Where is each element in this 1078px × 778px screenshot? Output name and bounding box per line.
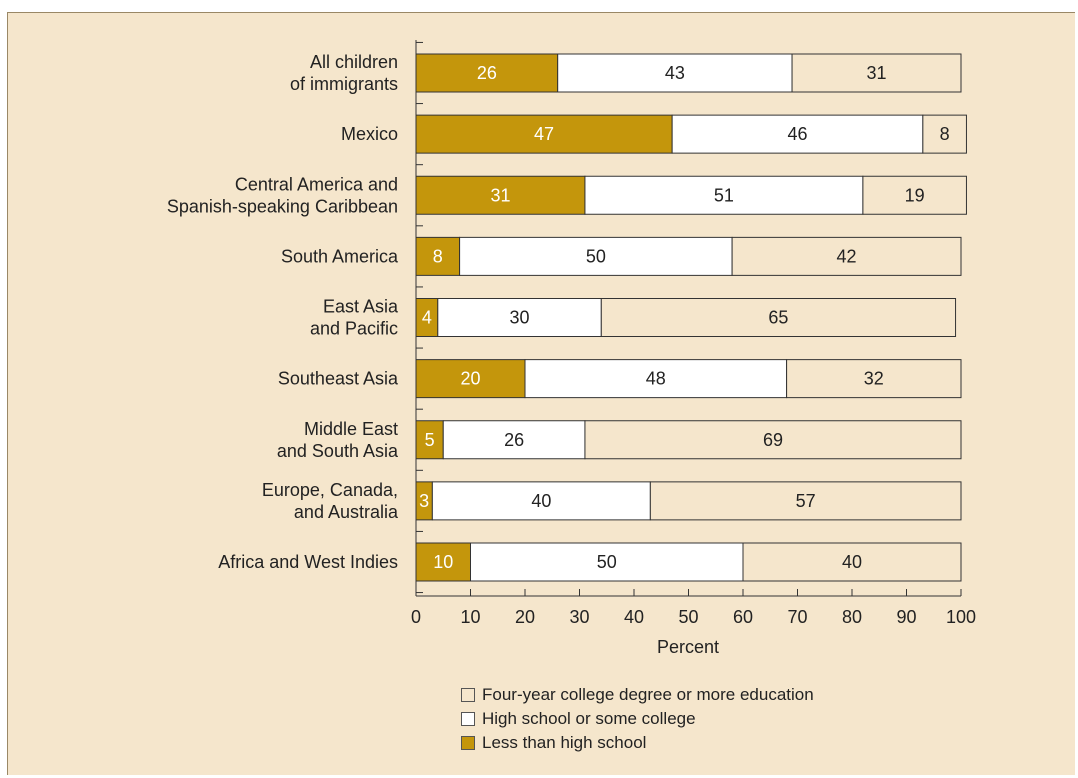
bar-segment [470,542,744,582]
legend-swatch [461,736,475,750]
data-label: 40 [842,552,862,572]
data-label: 30 [510,308,530,328]
category-label: Central America and Spanish-speaking Cari… [167,174,398,216]
x-tick-label: 40 [624,607,644,627]
x-axis-title: Percent [657,637,719,657]
bar-segment [742,542,962,582]
data-label: 20 [460,369,480,389]
x-tick-label: 100 [946,607,976,627]
bar-segment [649,481,962,521]
data-label: 31 [867,63,887,83]
category-label: All children of immigrants [290,52,398,94]
legend-label: Less than high school [482,733,647,752]
bar-segment [415,53,559,93]
data-label: 8 [940,124,950,144]
x-tick-label: 20 [515,607,535,627]
category-label: Europe, Canada, and Australia [262,480,399,522]
x-tick-label: 0 [411,607,421,627]
x-tick-label: 80 [842,607,862,627]
bar-segment [415,359,526,399]
data-label: 10 [433,552,453,572]
data-label: 5 [425,430,435,450]
legend-swatch [461,688,475,702]
bar-segment [524,359,788,399]
data-label: 46 [787,124,807,144]
data-label: 65 [768,308,788,328]
bar-segment [922,114,967,154]
data-label: 50 [597,552,617,572]
data-label: 69 [763,430,783,450]
bar-segment [600,298,957,337]
bar-segment [786,359,962,399]
data-label: 31 [490,185,510,205]
data-label: 48 [646,369,666,389]
data-label: 50 [586,246,606,266]
x-tick-label: 70 [787,607,807,627]
bar-segment [731,236,962,276]
data-label: 51 [714,185,734,205]
data-label: 47 [534,124,554,144]
bar-segment [415,236,461,276]
x-tick-label: 50 [678,607,698,627]
x-axis: 0 10 20 30 40 50 60 70 80 90 100 [411,40,976,627]
category-label: South America [281,246,399,266]
x-tick-label: 30 [569,607,589,627]
legend: Four-year college degree or more educati… [461,683,814,755]
data-label: 26 [504,430,524,450]
legend-label: Four-year college degree or more educati… [482,685,814,704]
bar-segment [437,298,602,337]
data-label: 40 [531,491,551,511]
data-label: 26 [477,63,497,83]
data-label: 43 [665,63,685,83]
category-label: Africa and West Indies [218,552,398,572]
data-label: 8 [433,246,443,266]
bars-layer: 26 43 31 47 46 8 31 51 19 8 50 42 4 30 65 20 48 32 5 26 69 3 4… [415,53,967,582]
bar-segment [415,175,586,215]
legend-item: Less than high school [461,731,814,755]
bar-segment [584,420,962,460]
x-tick-label: 90 [896,607,916,627]
bar-segment [862,175,967,215]
bar-segment [791,53,962,93]
legend-item: Four-year college degree or more educati… [461,683,814,707]
legend-swatch [461,712,475,726]
x-tick-label: 60 [733,607,753,627]
bar-segment [584,175,864,215]
legend-item: High school or some college [461,707,814,731]
category-label: East Asia and Pacific [310,297,399,339]
category-label: Southeast Asia [278,369,399,389]
category-labels: All children of immigrants Mexico Central A… [167,52,399,572]
x-tick-label: 10 [460,607,480,627]
data-label: 57 [796,491,816,511]
bar-segment [557,53,793,93]
category-label: Middle East and South Asia [277,419,399,461]
data-label: 42 [837,246,857,266]
bar-segment [442,420,586,460]
bar-segment [431,481,651,521]
data-label: 3 [419,491,429,511]
data-label: 32 [864,369,884,389]
category-label: Mexico [341,124,398,144]
data-label: 19 [905,185,925,205]
legend-label: High school or some college [482,709,696,728]
data-label: 4 [422,308,432,328]
